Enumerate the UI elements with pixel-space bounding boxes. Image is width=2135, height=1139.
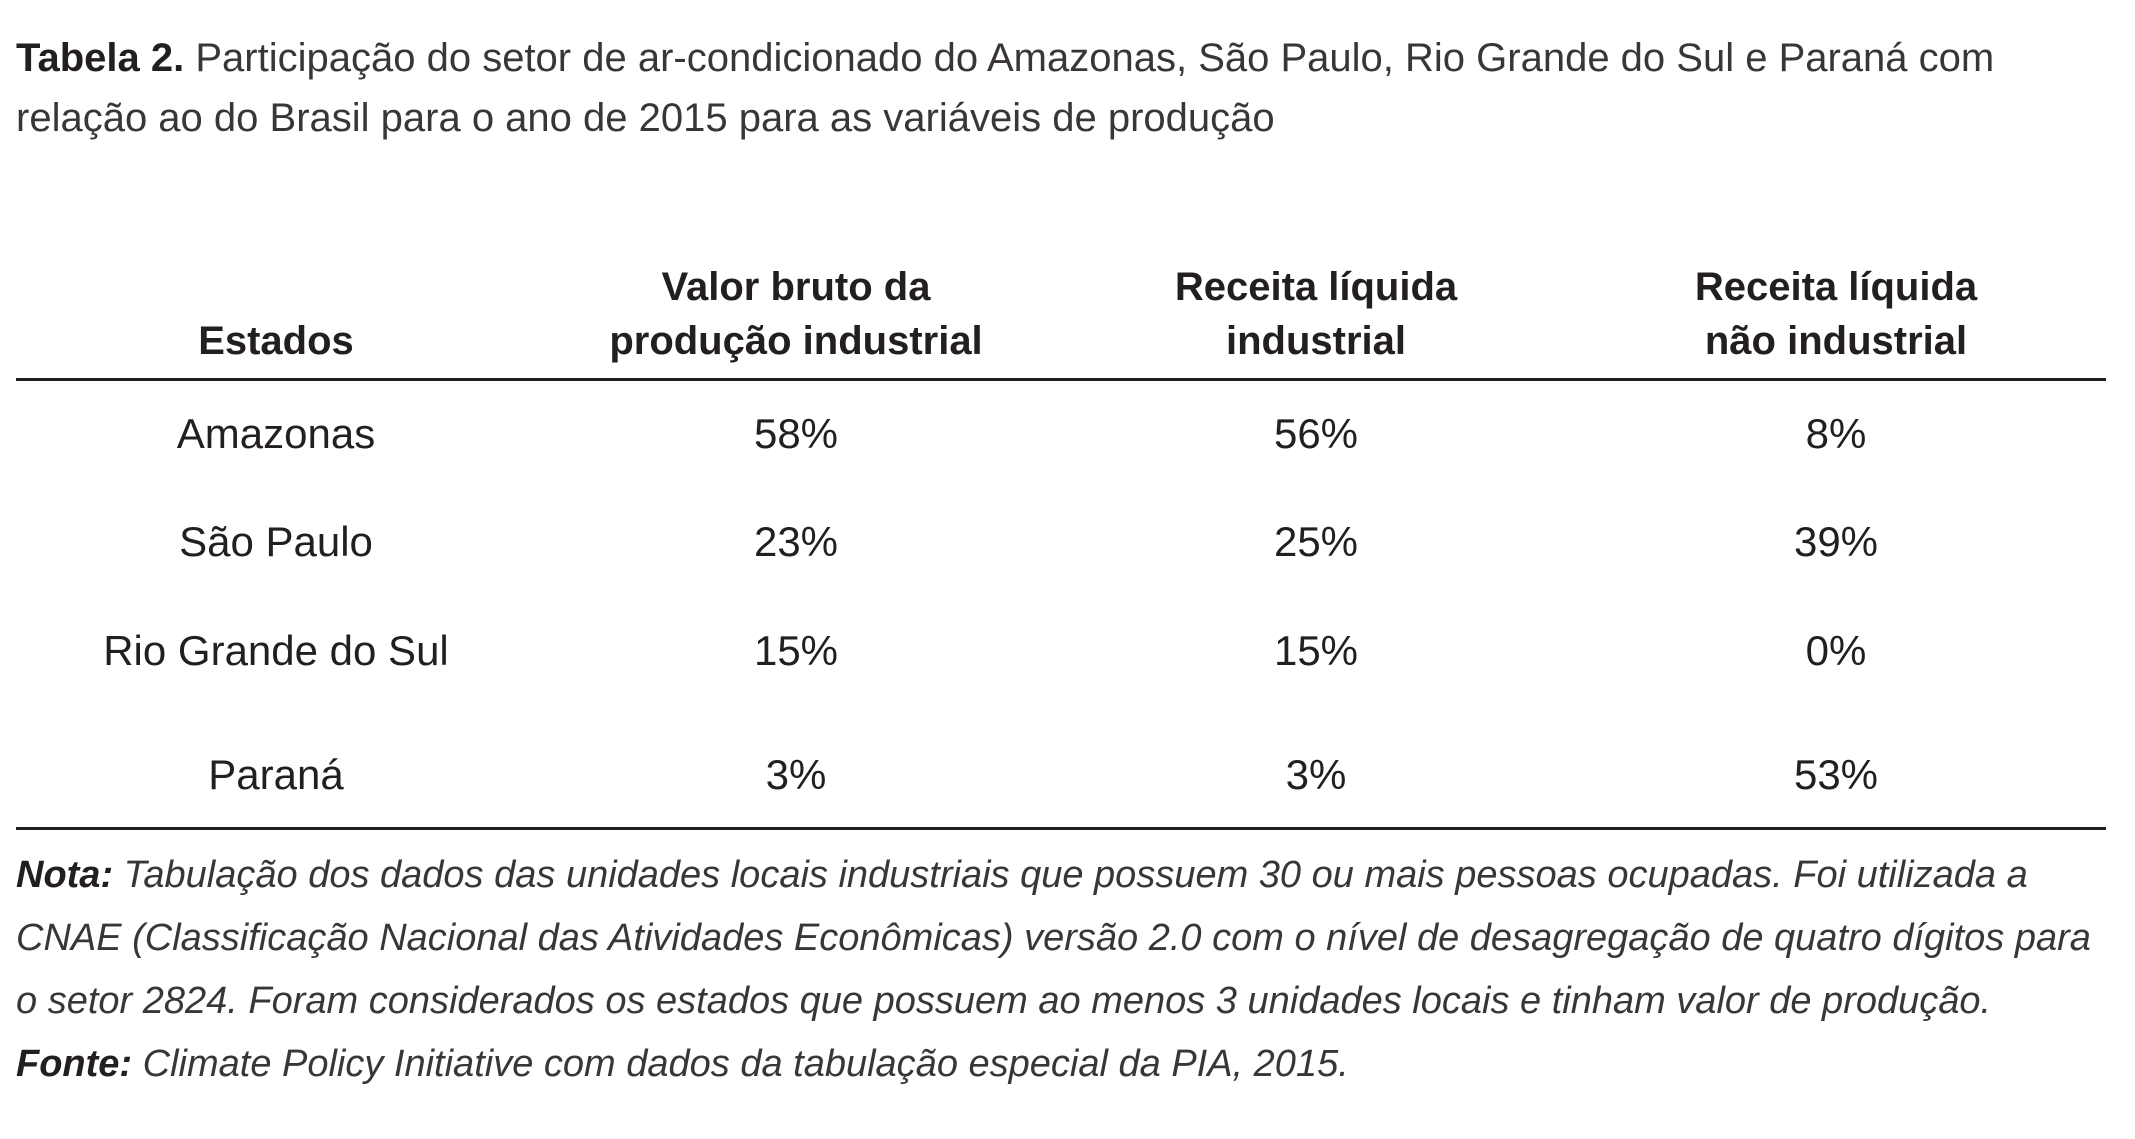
cell-value: 0% [1805, 627, 1867, 674]
header-receita-nao-industrial: Receita líquida não industrial [1694, 265, 1978, 363]
cell-estado: Amazonas [176, 410, 376, 457]
table-row: Paraná 3% 3% 53% [16, 745, 2106, 805]
cell-value: 25% [1273, 518, 1359, 565]
header-receita-industrial: Receita líquida industrial [1174, 265, 1458, 363]
cell-value: 15% [1273, 627, 1359, 674]
cell-estado: São Paulo [179, 518, 373, 565]
source-paragraph: Fonte: Climate Policy Initiative com dad… [16, 1033, 2116, 1096]
table-caption: Tabela 2. Participação do setor de ar-co… [16, 28, 2106, 148]
cell-estado: Paraná [208, 751, 344, 798]
cell-value: 39% [1793, 518, 1879, 565]
cell-value: 23% [753, 518, 839, 565]
cell-value: 3% [1285, 751, 1347, 798]
table-header: Estados Valor bruto da produção industri… [16, 248, 2106, 381]
cell-value: 15% [753, 627, 839, 674]
table-notes: Nota: Tabulação dos dados das unidades l… [16, 844, 2116, 1096]
cell-value: 8% [1805, 410, 1867, 457]
header-estados: Estados [198, 319, 354, 363]
cell-value: 3% [765, 751, 827, 798]
cell-estado: Rio Grande do Sul [103, 627, 449, 674]
caption-label: Tabela 2. [16, 36, 185, 80]
cell-value: 56% [1273, 410, 1359, 457]
table-row: São Paulo 23% 25% 39% [16, 512, 2106, 572]
note-paragraph: Nota: Tabulação dos dados das unidades l… [16, 844, 2116, 1033]
table-row: Rio Grande do Sul 15% 15% 0% [16, 621, 2106, 681]
source-label: Fonte: [16, 1043, 133, 1085]
caption-text: Participação do setor de ar-condicionado… [16, 36, 1995, 140]
table-body: Amazonas 58% 56% 8% São Paulo 23% 25% 39… [16, 381, 2106, 830]
table-row: Amazonas 58% 56% 8% [16, 404, 2106, 464]
cell-value: 53% [1793, 751, 1879, 798]
note-label: Nota: [16, 854, 114, 896]
cell-value: 58% [753, 410, 839, 457]
source-text: Climate Policy Initiative com dados da t… [142, 1043, 1349, 1085]
header-valor-bruto: Valor bruto da produção industrial [609, 265, 983, 363]
note-text: Tabulação dos dados das unidades locais … [16, 854, 2091, 1022]
data-table: Estados Valor bruto da produção industri… [16, 248, 2106, 830]
